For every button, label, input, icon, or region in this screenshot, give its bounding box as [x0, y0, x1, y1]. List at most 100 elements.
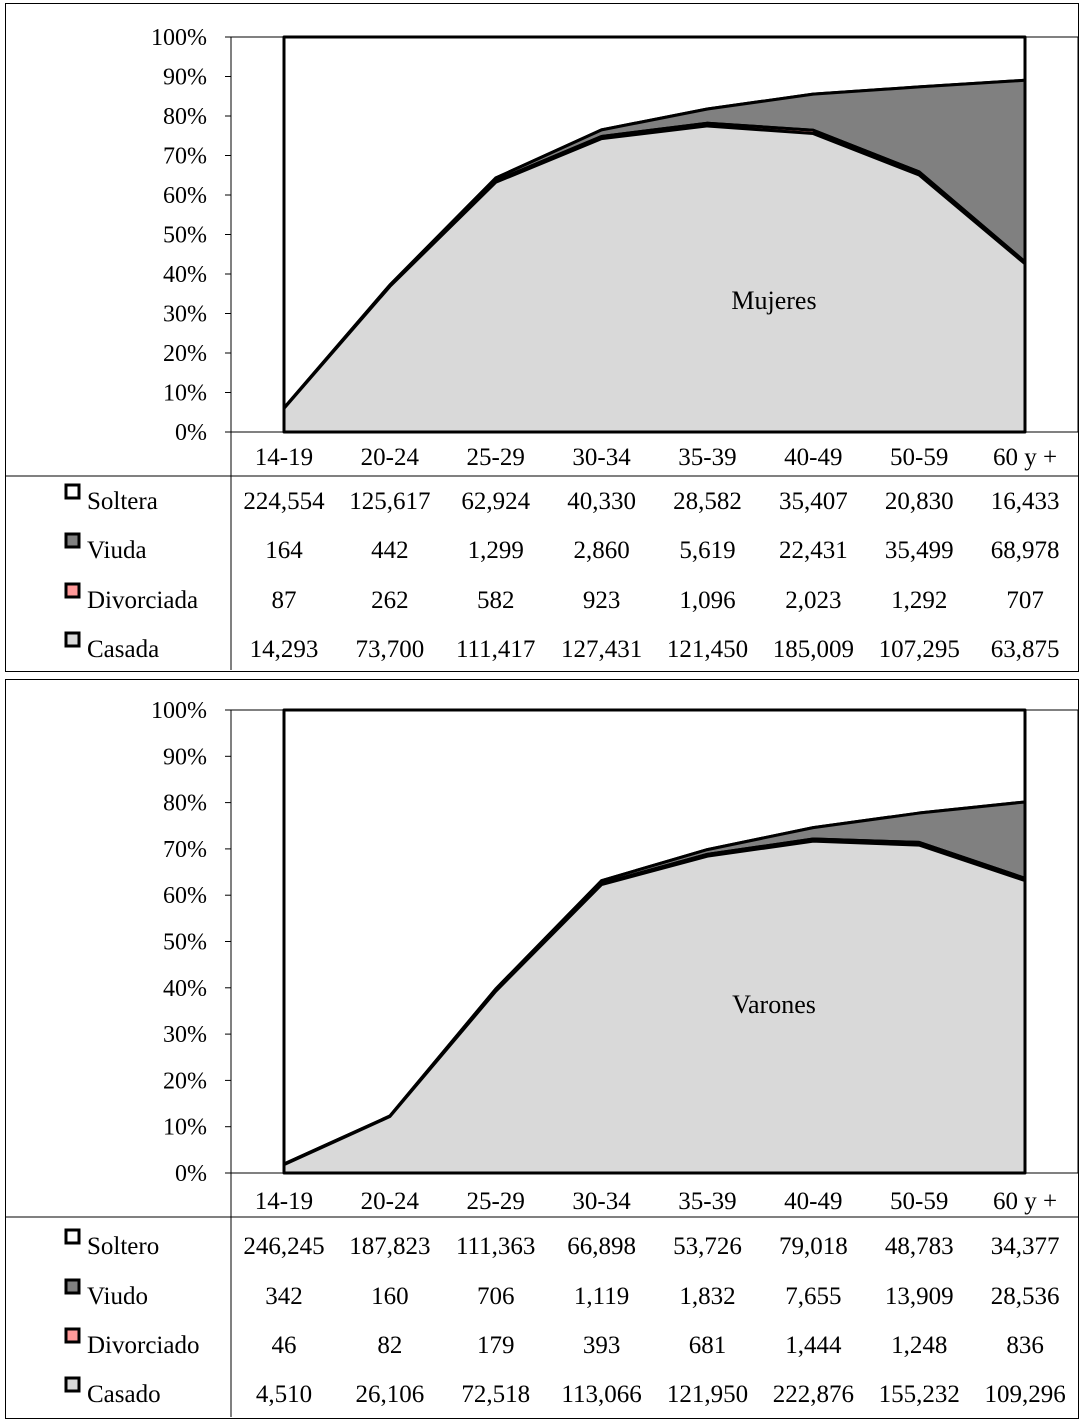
table-cell: 28,582	[673, 488, 742, 515]
table-cell: 164	[265, 537, 303, 564]
x-category-label: 40-49	[784, 1188, 842, 1215]
table-cell: 73,700	[355, 636, 424, 663]
legend-label: Casado	[87, 1381, 161, 1408]
table-cell: 5,619	[679, 537, 735, 564]
legend-label: Divorciada	[87, 587, 198, 614]
table-cell: 79,018	[779, 1233, 848, 1260]
legend-label: Soltera	[87, 488, 158, 515]
y-tick-label: 80%	[163, 104, 207, 130]
table-cell: 22,431	[779, 537, 848, 564]
y-tick-label: 60%	[163, 883, 207, 909]
y-tick-label: 100%	[151, 25, 207, 51]
legend-label: Viudo	[87, 1283, 148, 1310]
legend-key-viudo	[64, 1278, 81, 1295]
area-casado	[282, 124, 1027, 434]
table-cell: 111,417	[456, 636, 535, 663]
table-cell: 40,330	[567, 488, 636, 515]
table-cell: 125,617	[349, 488, 430, 515]
y-tick-label: 60%	[163, 183, 207, 209]
table-cell: 34,377	[991, 1233, 1060, 1260]
y-tick-label: 100%	[151, 698, 207, 724]
x-category-label: 30-34	[572, 444, 631, 471]
x-category-label: 50-59	[890, 1188, 948, 1215]
table-cell: 68,978	[991, 537, 1060, 564]
y-tick-label: 20%	[163, 1068, 207, 1094]
chart-title: Varones	[732, 990, 816, 1019]
y-tick-label: 90%	[163, 744, 207, 770]
table-cell: 72,518	[461, 1381, 530, 1408]
table-cell: 66,898	[567, 1233, 636, 1260]
legend-label: Casada	[87, 636, 159, 663]
table-cell: 246,245	[243, 1233, 324, 1260]
table-cell: 1,119	[574, 1283, 629, 1310]
table-cell: 1,832	[679, 1283, 735, 1310]
table-cell: 4,510	[256, 1381, 312, 1408]
table-cell: 53,726	[673, 1233, 742, 1260]
table-cell: 442	[371, 537, 409, 564]
table-cell: 1,299	[468, 537, 524, 564]
table-cell: 111,363	[456, 1233, 535, 1260]
x-category-label: 25-29	[467, 444, 525, 471]
legend-key-casado	[64, 1376, 81, 1393]
table-cell: 28,536	[991, 1283, 1060, 1310]
table-cell: 923	[583, 587, 621, 614]
table-cell: 87	[271, 587, 296, 614]
table-cell: 342	[265, 1283, 303, 1310]
table-cell: 109,296	[984, 1381, 1065, 1408]
table-cell: 836	[1006, 1332, 1044, 1359]
table-cell: 187,823	[349, 1233, 430, 1260]
chart-title: Mujeres	[731, 286, 816, 315]
legend-key-casado	[64, 631, 81, 648]
x-category-label: 50-59	[890, 444, 948, 471]
table-cell: 160	[371, 1283, 409, 1310]
x-category-label: 60 y +	[993, 444, 1057, 471]
x-category-label: 30-34	[572, 1188, 631, 1215]
table-cell: 127,431	[561, 636, 642, 663]
table-cell: 155,232	[879, 1381, 960, 1408]
x-category-label: 14-19	[255, 1188, 313, 1215]
legend-key-soltero	[64, 483, 81, 500]
area-chart-varones: 0% 10% 20% 30% 40% 50% 60% 70% 80% 90% 100% Varones…	[6, 698, 1078, 1417]
y-tick-label: 70%	[163, 144, 207, 170]
y-tick-label: 10%	[163, 1115, 207, 1141]
table-cell: 121,950	[667, 1381, 748, 1408]
table-cell: 46	[271, 1332, 296, 1359]
y-tick-label: 40%	[163, 976, 207, 1002]
area-casado	[282, 839, 1027, 1175]
x-category-label: 40-49	[784, 444, 842, 471]
legend-label: Soltero	[87, 1233, 159, 1260]
table-cell: 222,876	[773, 1381, 854, 1408]
legend-key-soltero	[64, 1228, 81, 1245]
y-tick-label: 0%	[175, 1161, 207, 1187]
legend-label: Divorciado	[87, 1332, 199, 1359]
table-cell: 179	[477, 1332, 515, 1359]
x-category-label: 35-39	[678, 444, 736, 471]
chart-panel-varones: 0% 10% 20% 30% 40% 50% 60% 70% 80% 90% 100% Varones…	[5, 679, 1079, 1419]
table-cell: 16,433	[991, 488, 1060, 515]
x-category-label: 14-19	[255, 444, 313, 471]
y-tick-label: 80%	[163, 791, 207, 817]
x-category-label: 20-24	[361, 444, 420, 471]
y-tick-label: 10%	[163, 381, 207, 407]
legend-key-viudo	[64, 532, 81, 549]
table-cell: 1,292	[891, 587, 947, 614]
y-tick-label: 0%	[175, 420, 207, 446]
table-cell: 107,295	[879, 636, 960, 663]
table-cell: 7,655	[785, 1283, 841, 1310]
x-category-label: 60 y +	[993, 1188, 1057, 1215]
table-cell: 2,023	[785, 587, 841, 614]
table-cell: 62,924	[461, 488, 530, 515]
x-category-label: 20-24	[361, 1188, 420, 1215]
table-cell: 63,875	[991, 636, 1060, 663]
table-cell: 121,450	[667, 636, 748, 663]
table-cell: 681	[689, 1332, 727, 1359]
table-cell: 224,554	[243, 488, 325, 515]
y-tick-label: 50%	[163, 930, 207, 956]
table-cell: 35,499	[885, 537, 954, 564]
table-cell: 1,096	[679, 587, 735, 614]
chart-panel-mujeres: 0% 10% 20% 30% 40% 50% 60% 70% 80% 90% 100% Mujeres…	[5, 3, 1079, 672]
table-cell: 393	[583, 1332, 621, 1359]
legend-label: Viuda	[87, 537, 147, 564]
table-cell: 185,009	[773, 636, 854, 663]
table-cell: 706	[477, 1283, 515, 1310]
